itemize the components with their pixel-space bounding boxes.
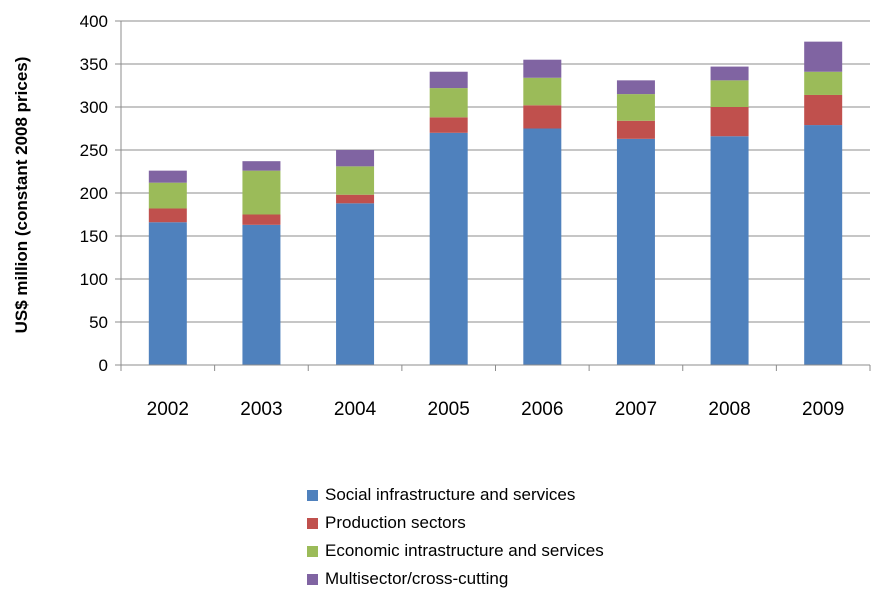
bar-segment (710, 136, 749, 365)
tick-labels: 0 50 100 150 200 250 300 350 400 2002 2003 2004 2005… (80, 12, 845, 420)
bar-segment (804, 41, 843, 72)
y-axis-label: US$ million (constant 2008 prices) (12, 57, 31, 334)
y-tick-label: 350 (80, 55, 108, 74)
bar-segment (242, 161, 281, 171)
x-tick-label: 2004 (334, 399, 377, 420)
legend-label: Production sectors (325, 513, 466, 532)
bar-segment (523, 105, 562, 129)
bar-segments (148, 41, 843, 365)
axes (115, 20, 871, 371)
legend-item: Economic intrastructure and services (307, 537, 604, 565)
bar-segment (336, 166, 375, 195)
y-tick-label: 150 (80, 227, 108, 246)
legend-item: Social infrastructure and services (307, 481, 604, 509)
chart-legend: Social infrastructure and services Produc… (307, 481, 604, 593)
grid-lines (121, 20, 870, 323)
y-tick-label: 250 (80, 141, 108, 160)
bar-segment (523, 128, 562, 365)
x-tick-label: 2009 (802, 399, 844, 420)
bar-segment (148, 182, 187, 209)
legend-swatch (307, 573, 318, 585)
bar-segment (429, 71, 468, 89)
bar-segment (616, 138, 655, 365)
bar-segment (148, 222, 187, 365)
bar-segment (616, 120, 655, 139)
bar-segment (710, 80, 749, 107)
bar-segment (523, 77, 562, 106)
bar-segment (336, 150, 375, 167)
y-tick-label: 100 (80, 270, 108, 289)
x-tick-label: 2006 (521, 399, 563, 420)
bar-segment (804, 94, 843, 126)
legend-item: Production sectors (307, 509, 604, 537)
bar-segment (804, 125, 843, 365)
x-tick-label: 2008 (708, 399, 750, 420)
legend-swatch (307, 489, 318, 501)
bar-segment (616, 94, 655, 121)
bar-segment (242, 224, 281, 365)
legend-label: Social infrastructure and services (325, 485, 576, 504)
bar-segment (616, 80, 655, 95)
x-tick-label: 2002 (147, 399, 189, 420)
bar-segment (804, 71, 843, 95)
x-tick-label: 2005 (428, 399, 470, 420)
x-tick-label: 2007 (615, 399, 657, 420)
y-tick-label: 300 (80, 98, 108, 117)
legend-swatch (307, 517, 318, 529)
bar-segment (710, 66, 749, 81)
bar-segment (148, 170, 187, 183)
bar-segment (429, 117, 468, 133)
bar-segment (523, 59, 562, 78)
bar-segment (148, 208, 187, 223)
bar-segment (242, 170, 281, 215)
bar-segment (710, 107, 749, 137)
x-tick-label: 2003 (240, 399, 282, 420)
bar-segment (336, 194, 375, 204)
legend-swatch (307, 545, 318, 557)
legend-item: Multisector/cross-cutting (307, 565, 604, 593)
bar-segment (242, 214, 281, 225)
legend-label: Economic intrastructure and services (325, 541, 604, 560)
y-tick-label: 50 (89, 313, 108, 332)
y-tick-label: 0 (99, 356, 108, 375)
y-tick-label: 200 (80, 184, 108, 203)
y-tick-label: 400 (80, 12, 108, 31)
legend-label: Multisector/cross-cutting (325, 569, 509, 588)
bar-segment (429, 132, 468, 365)
bar-segment (429, 88, 468, 118)
stacked-bar-chart: 0 50 100 150 200 250 300 350 400 2002 2003 2004 2005… (12, 12, 871, 420)
bar-segment (336, 203, 375, 365)
